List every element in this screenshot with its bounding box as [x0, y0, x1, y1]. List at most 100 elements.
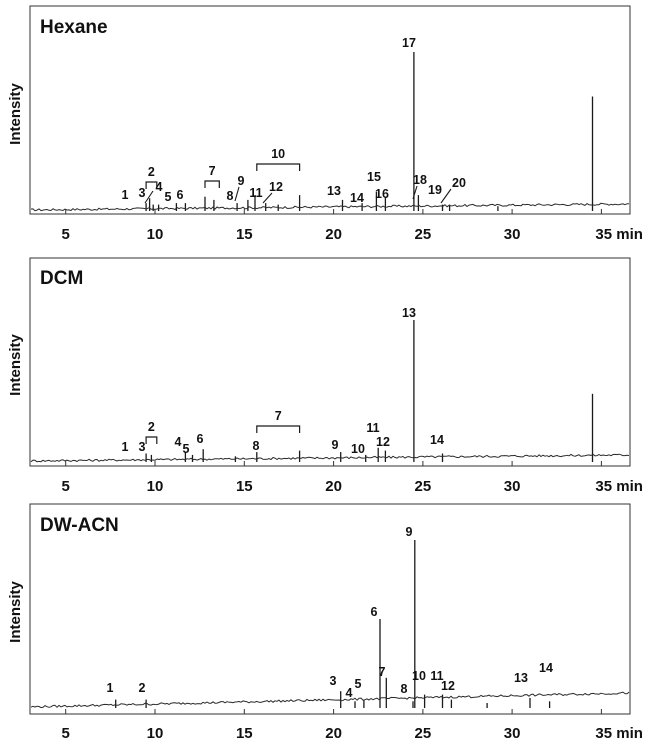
peak-label: 6	[177, 188, 184, 202]
dw-acn-y-axis-label: Intensity	[7, 581, 24, 643]
peak-group-bracket	[204, 180, 220, 188]
x-tick-label: 20	[325, 226, 342, 243]
hexane-leader-12	[262, 192, 273, 204]
peak-label: 8	[227, 189, 234, 203]
peak-label: 16	[375, 187, 389, 201]
x-tick-label: 5	[62, 725, 70, 742]
peak-label: 8	[253, 439, 260, 453]
peak-label: 9	[332, 438, 339, 452]
peak-label: 11	[249, 186, 262, 200]
x-tick-label: 35 min	[595, 725, 643, 742]
x-tick-label: 15	[236, 226, 253, 243]
dcm-peak-labels: 1 3 4 5 6 8 9 10 11 12 13 14	[122, 306, 444, 456]
peak-label: 12	[376, 435, 390, 449]
peak-label: 14	[430, 433, 444, 447]
peak-label: 20	[452, 176, 466, 190]
x-tick-label: 20	[325, 478, 342, 495]
x-tick-label: 35 min	[595, 226, 643, 243]
bracket-label: 10	[271, 147, 285, 161]
x-tick-label: 10	[147, 226, 164, 243]
peak-label: 6	[371, 605, 378, 619]
peak-label: 10	[351, 442, 365, 456]
dcm-panel-title: DCM	[40, 268, 83, 289]
peak-label: 5	[183, 442, 190, 456]
hexane-leader-9	[234, 186, 240, 202]
peak-label: 6	[197, 432, 204, 446]
dcm-baseline-trace	[30, 453, 630, 463]
dw-acn-baseline-trace	[30, 691, 630, 709]
peak-label: 14	[350, 191, 364, 205]
x-tick-label: 20	[325, 725, 342, 742]
dcm-bracket-layer: 27	[145, 409, 301, 444]
x-tick-label: 30	[504, 725, 521, 742]
peak-label: 2	[139, 681, 146, 695]
x-tick-label: 30	[504, 478, 521, 495]
peak-label: 12	[269, 180, 283, 194]
hexane-y-axis-label: Intensity	[7, 83, 24, 145]
peak-label: 9	[238, 174, 245, 188]
dw-acn-panel: DW-ACN Intensity 5 10 15 20 25 30 35 min 1 2 3…	[7, 503, 643, 742]
peak-label: 13	[402, 306, 416, 320]
hexane-leader-4	[144, 190, 154, 204]
peak-group-bracket	[145, 436, 158, 444]
x-tick-label: 25	[415, 478, 432, 495]
x-tick-label: 15	[236, 725, 253, 742]
peak-group-bracket	[145, 181, 158, 189]
dcm-peak-layer	[145, 320, 594, 462]
peak-label: 12	[441, 679, 455, 693]
dw-acn-peak-layer	[115, 540, 551, 708]
hexane-bracket-layer: 2 7 10	[145, 147, 301, 189]
dcm-x-ticks: 5 10 15 20 25 30 35 min	[62, 461, 643, 495]
peak-label: 4	[175, 435, 182, 449]
peak-label: 18	[413, 173, 427, 187]
x-tick-label: 15	[236, 478, 253, 495]
dw-acn-x-ticks: 5 10 15 20 25 30 35 min	[62, 709, 643, 742]
peak-label: 5	[165, 190, 172, 204]
hexane-plot-frame	[29, 5, 631, 215]
peak-label: 11	[366, 421, 379, 435]
peak-label: 3	[139, 186, 146, 200]
dw-acn-panel-title: DW-ACN	[40, 515, 119, 536]
peak-label: 4	[346, 686, 353, 700]
peak-label: 1	[122, 188, 129, 202]
peak-label: 15	[367, 170, 381, 184]
x-tick-label: 35 min	[595, 478, 643, 495]
peak-label: 8	[401, 682, 408, 696]
peak-label: 13	[327, 184, 341, 198]
x-tick-label: 10	[147, 478, 164, 495]
x-tick-label: 5	[62, 226, 70, 243]
peak-label: 1	[107, 681, 114, 695]
x-tick-label: 5	[62, 478, 70, 495]
x-tick-label: 25	[415, 725, 432, 742]
peak-label: 13	[514, 671, 528, 685]
bracket-label: 7	[275, 409, 282, 423]
hexane-peak-labels: 1 3 4 5 6 8 9 11 12 13 14 15 16 17 18 19…	[122, 36, 466, 205]
peak-label: 3	[139, 440, 146, 454]
bracket-label: 2	[148, 420, 155, 434]
peak-label: 5	[355, 677, 362, 691]
bracket-label: 2	[148, 165, 155, 179]
peak-label: 10	[412, 669, 426, 683]
peak-label: 17	[402, 36, 416, 50]
hexane-leader-18	[412, 185, 418, 200]
hexane-leader-layer	[144, 185, 452, 204]
x-tick-label: 30	[504, 226, 521, 243]
peak-label: 7	[379, 665, 386, 679]
peak-label: 4	[156, 180, 163, 194]
peak-group-bracket	[256, 163, 301, 171]
dcm-panel: DCM Intensity 5 10 15 20 25 30 35 min 27 1 3 4…	[7, 257, 643, 495]
dw-acn-plot-frame	[29, 503, 631, 715]
x-tick-label: 25	[415, 226, 432, 243]
peak-label: 11	[430, 669, 443, 683]
hexane-x-ticks: 5 10 15 20 25 30 35 min	[62, 209, 643, 243]
bracket-label: 7	[209, 164, 216, 178]
dcm-y-axis-label: Intensity	[7, 334, 24, 396]
x-tick-label: 10	[147, 725, 164, 742]
hexane-panel: Hexane Intensity 5 10 15 20 25 30 35 min 2 710 …	[7, 5, 643, 243]
peak-group-bracket	[256, 425, 301, 433]
peak-label: 3	[330, 674, 337, 688]
dw-acn-peak-labels: 1 2 3 4 5 6 7 8 9 10 11 12 13 14	[107, 525, 553, 700]
peak-label: 19	[428, 183, 442, 197]
hexane-leader-20	[440, 188, 452, 204]
